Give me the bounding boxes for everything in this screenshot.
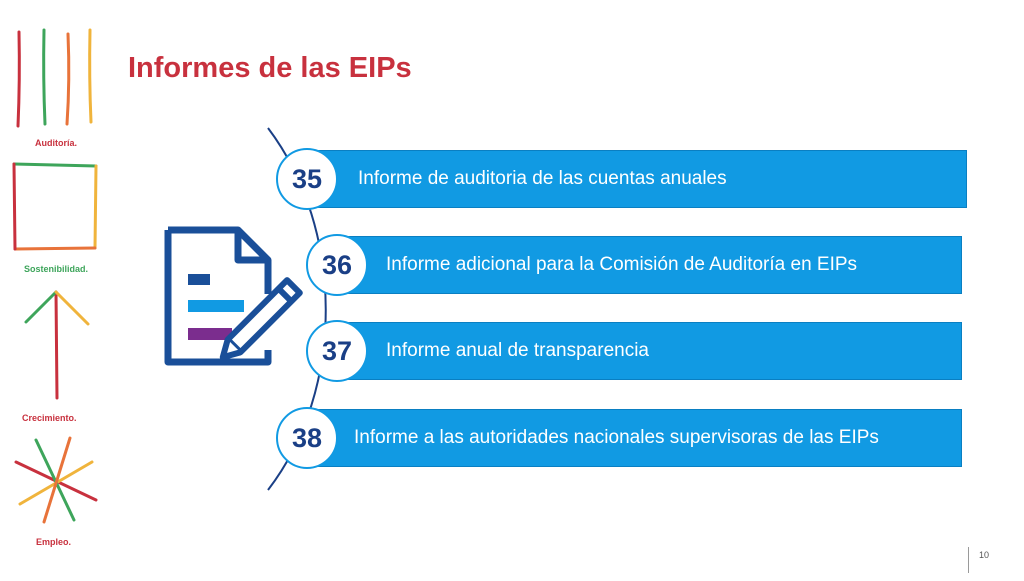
brand-rail: Auditoría. Sostenibilidad. Crecimiento. … xyxy=(0,0,110,576)
report-label: Informe anual de transparencia xyxy=(386,340,649,361)
report-bar xyxy=(304,150,967,208)
report-label: Informe adicional para la Comisión de Au… xyxy=(386,254,858,275)
document-with-pencil-icon xyxy=(164,226,303,366)
report-number-badge: 36 xyxy=(306,234,368,296)
rail-label-auditoria: Auditoría. xyxy=(35,138,77,148)
report-label: Informe a las autoridades nacionales sup… xyxy=(354,427,879,448)
page-title: Informes de las EIPs xyxy=(128,52,412,84)
report-item: Informe a las autoridades nacionales sup… xyxy=(270,407,962,469)
rail-label-empleo: Empleo. xyxy=(36,537,72,547)
rail-label-crecimiento: Crecimiento. xyxy=(22,413,77,423)
page-number: 10 xyxy=(979,550,990,560)
report-bar xyxy=(304,409,962,467)
rail-label-sostenibilidad: Sostenibilidad. xyxy=(24,264,89,274)
page-number-divider xyxy=(968,547,969,573)
report-item: Informe de auditoria de las cuentas anua… xyxy=(270,148,967,210)
report-item: Informe adicional para la Comisión de Au… xyxy=(300,234,962,296)
report-bar xyxy=(334,236,962,294)
brand-rail-drawings xyxy=(12,28,98,524)
report-item: Informe anual de transparencia 37 xyxy=(300,320,962,382)
report-bar xyxy=(334,322,962,380)
report-label: Informe de auditoria de las cuentas anua… xyxy=(358,168,727,189)
report-number-badge: 37 xyxy=(306,320,368,382)
report-number-badge: 38 xyxy=(276,407,338,469)
report-number-badge: 35 xyxy=(276,148,338,210)
